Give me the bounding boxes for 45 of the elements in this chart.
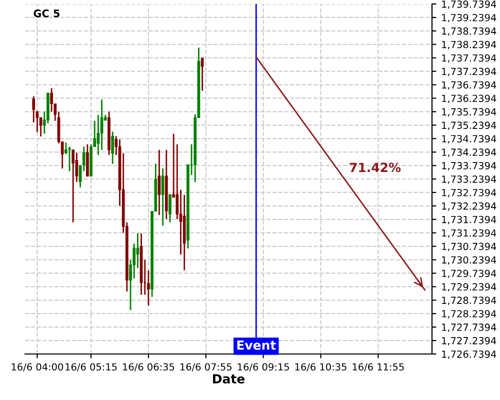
x-tick-label: 16/6 05:15 <box>66 363 117 372</box>
x-axis-title: Date <box>213 374 245 384</box>
y-tick-label: 1,730.7394 <box>442 242 496 252</box>
y-tick-label: 1,737.2394 <box>442 68 496 76</box>
x-tick-label: 16/6 09:15 <box>238 363 289 372</box>
y-tick-label: 1,727.7394 <box>442 324 496 332</box>
x-tick-label: 16/6 04:00 <box>12 363 64 372</box>
y-tick-label: 1,728.2394 <box>442 310 496 318</box>
y-tick-label: 1,739.7394 <box>442 0 496 9</box>
y-tick-label: 1,730.2394 <box>442 256 496 265</box>
x-tick-label: 16/6 07:55 <box>180 363 232 372</box>
candlestick <box>50 88 53 112</box>
candlestick <box>32 96 36 124</box>
y-tick-label: 1,736.2394 <box>442 94 496 104</box>
candlestick <box>86 144 89 178</box>
y-tick-label: 1,732.2394 <box>442 202 496 211</box>
chart-title: GC 5 <box>34 9 60 18</box>
y-tick-label: 1,739.2394 <box>442 14 496 22</box>
x-tick-label: 16/6 11:55 <box>352 363 404 372</box>
y-tick-label: 1,729.7394 <box>442 270 496 278</box>
y-tick-label: 1,734.7394 <box>442 135 496 144</box>
candlestick <box>168 194 172 224</box>
x-tick-label: 16/6 10:35 <box>295 363 346 372</box>
y-tick-label: 1,733.2394 <box>442 175 496 184</box>
y-tick-label: 1,734.2394 <box>442 148 496 157</box>
y-tick-label: 1,729.2394 <box>442 283 496 292</box>
y-tick-label: 1,738.7394 <box>442 27 496 36</box>
y-tick-label: 1,731.2394 <box>442 229 496 238</box>
annotation: 71.42% <box>350 162 401 172</box>
y-tick-label: 1,736.7394 <box>442 81 496 90</box>
y-tick-label: 1,735.7394 <box>442 108 496 117</box>
y-tick-label: 1,728.7394 <box>442 296 496 305</box>
ref-line-label: Event <box>237 340 276 350</box>
y-tick-label: 1,727.2394 <box>442 337 496 346</box>
y-tick-label: 1,738.2394 <box>442 40 496 50</box>
candlestick <box>111 130 114 165</box>
y-tick-label: 1,726.7394 <box>442 350 496 359</box>
candlestick <box>72 149 75 224</box>
y-tick-label: 1,737.7394 <box>442 54 496 63</box>
candlestick <box>68 146 71 172</box>
x-tick-label: 16/6 06:35 <box>123 363 174 372</box>
y-tick-label: 1,731.7394 <box>442 216 496 224</box>
y-tick-label: 1,732.7394 <box>442 188 496 198</box>
y-tick-label: 1,735.2394 <box>442 122 496 130</box>
y-tick-label: 1,733.7394 <box>442 162 496 170</box>
